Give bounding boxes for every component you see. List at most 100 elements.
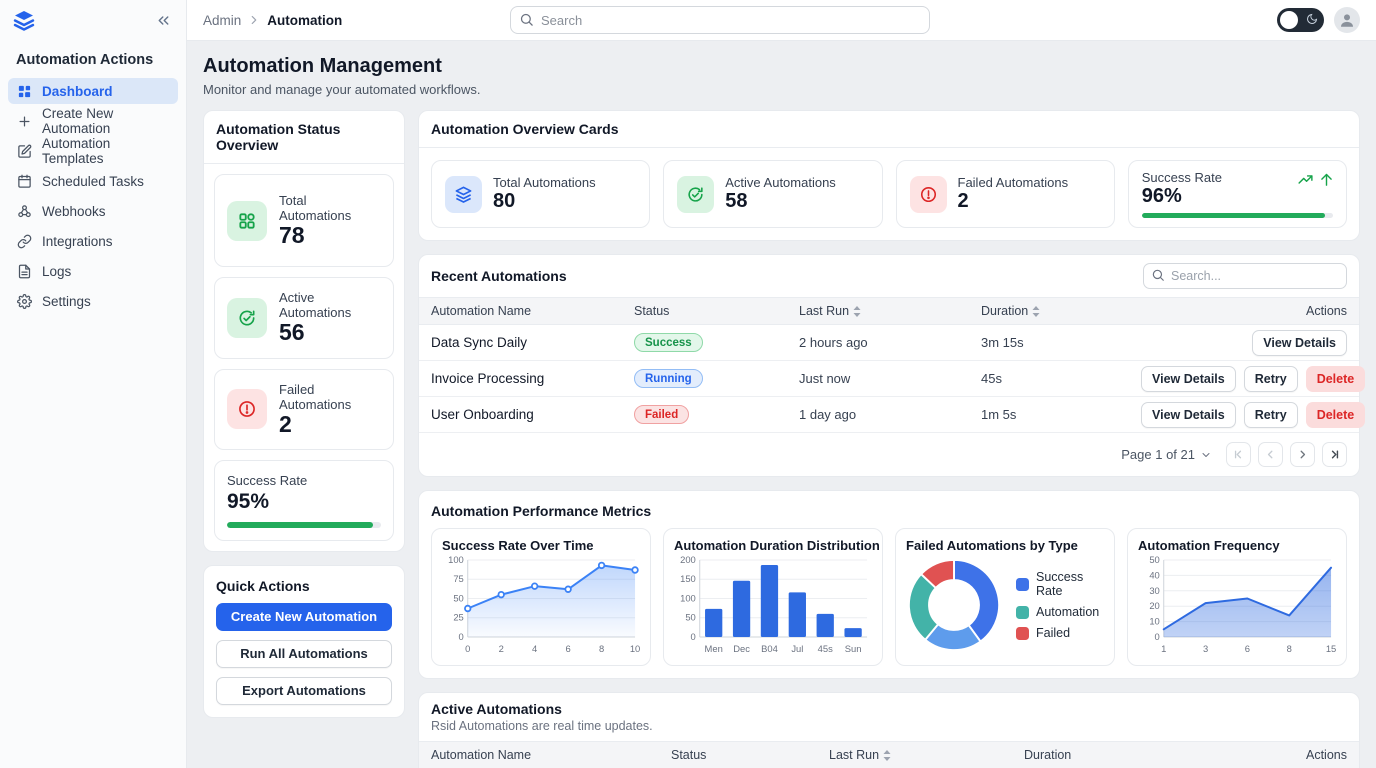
delete-button[interactable]: Delete xyxy=(1305,401,1366,428)
chevron-down-icon xyxy=(1200,449,1212,461)
performance-metrics-panel: Automation Performance Metrics Success R… xyxy=(418,490,1360,679)
svg-text:10: 10 xyxy=(630,644,640,655)
sidebar-item-scheduled-tasks[interactable]: Scheduled Tasks xyxy=(8,168,178,194)
sort-icon[interactable] xyxy=(1032,305,1040,317)
create-new-automation-button[interactable]: Create New Automation xyxy=(216,602,392,631)
refresh-check-icon xyxy=(677,175,715,213)
svg-text:10: 10 xyxy=(1149,617,1159,628)
view-details-button[interactable]: View Details xyxy=(1141,365,1236,392)
area-chart: 0 10 20 30 40 50 1 3 6 8 15 xyxy=(1138,555,1336,659)
page-label: Page 1 of 21 xyxy=(1121,447,1195,462)
dashboard-icon xyxy=(17,84,32,99)
duration: 3m 15s xyxy=(981,335,1024,350)
svg-text:4: 4 xyxy=(532,644,537,655)
app-logo-layers-icon xyxy=(12,8,36,32)
total-automations-card: Total Automations 78 xyxy=(214,174,394,268)
svg-text:Jul: Jul xyxy=(791,644,803,655)
svg-text:0: 0 xyxy=(465,644,470,655)
prev-page-button[interactable] xyxy=(1258,442,1283,467)
plus-icon xyxy=(17,114,32,129)
active-automations-card: Active Automations 56 xyxy=(214,277,394,359)
search-input[interactable] xyxy=(510,6,930,34)
retry-button[interactable]: Retry xyxy=(1243,365,1298,392)
card-value: 80 xyxy=(493,190,516,212)
page-selector[interactable]: Page 1 of 21 xyxy=(1121,447,1212,462)
table-search-input[interactable] xyxy=(1143,263,1347,289)
sort-icon[interactable] xyxy=(883,749,891,761)
legend-label: Success Rate xyxy=(1036,570,1084,598)
svg-text:8: 8 xyxy=(1287,644,1292,655)
svg-text:30: 30 xyxy=(1149,586,1159,597)
card-value: 96% xyxy=(1141,185,1182,207)
status-badge: Failed xyxy=(634,405,690,424)
card-label: Total Automations xyxy=(279,193,352,223)
chart-title: Success Rate Over Time xyxy=(442,538,594,553)
main-area: Admin Automation Automation Management xyxy=(187,0,1376,768)
bar-chart: 0 50 100 150 200 Men Dec B04 Jul 45s Sun xyxy=(674,555,872,659)
page-content: Automation Management Monitor and manage… xyxy=(187,41,1376,768)
duration-distribution-chart: Automation Duration Distribution 0 50 100 1… xyxy=(663,528,883,666)
sidebar-item-label: Settings xyxy=(42,293,91,309)
svg-text:50: 50 xyxy=(1149,555,1159,566)
sidebar-item-label: Integrations xyxy=(42,233,113,249)
progress-fill xyxy=(1141,213,1326,218)
total-automations-card: Total Automations 80 xyxy=(431,160,651,228)
automation-frequency-chart: Automation Frequency 0 10 20 30 40 50 1 3 6 8 15 xyxy=(1127,528,1347,666)
recent-automations-title: Recent Automations xyxy=(431,268,567,284)
sidebar-item-integrations[interactable]: Integrations xyxy=(8,228,178,254)
chart-title: Failed Automations by Type xyxy=(906,538,1078,553)
delete-button[interactable]: Delete xyxy=(1305,365,1366,392)
sidebar-item-automation-templates[interactable]: Automation Templates xyxy=(8,136,178,166)
col-automation-name: Automation Name xyxy=(431,304,532,318)
svg-text:15: 15 xyxy=(1326,644,1336,655)
card-label: Failed Automations xyxy=(957,175,1069,190)
sidebar-item-label: Automation Templates xyxy=(42,136,111,166)
user-avatar[interactable] xyxy=(1334,7,1360,33)
sidebar-item-settings[interactable]: Settings xyxy=(8,288,178,314)
donut-chart xyxy=(906,557,1002,653)
global-search xyxy=(510,6,930,34)
status-badge: Success xyxy=(634,333,703,352)
last-run: 2 hours ago xyxy=(799,335,868,350)
calendar-icon xyxy=(17,174,32,189)
sidebar-menu: Dashboard Create New Automation Automati… xyxy=(0,78,186,314)
svg-text:Dec: Dec xyxy=(733,644,750,655)
success-rate-card: Success Rate 95% xyxy=(214,459,394,541)
view-details-button[interactable]: View Details xyxy=(1252,329,1347,356)
progress-track xyxy=(1141,213,1333,218)
theme-toggle[interactable] xyxy=(1277,8,1324,32)
sidebar-item-create-new-automation[interactable]: Create New Automation xyxy=(8,106,178,136)
svg-text:0: 0 xyxy=(691,632,696,643)
card-value: 2 xyxy=(957,190,969,212)
overview-cards-title: Automation Overview Cards xyxy=(419,111,1359,148)
svg-text:6: 6 xyxy=(566,644,571,655)
alert-circle-icon xyxy=(227,389,267,430)
sidebar-item-dashboard[interactable]: Dashboard xyxy=(8,78,178,104)
svg-text:50: 50 xyxy=(685,613,695,624)
export-automations-button[interactable]: Export Automations xyxy=(216,676,392,705)
run-all-automations-button[interactable]: Run All Automations xyxy=(216,639,392,668)
sort-icon[interactable] xyxy=(853,305,861,317)
layers-icon xyxy=(445,175,482,213)
next-page-button[interactable] xyxy=(1290,442,1315,467)
sidebar-item-webhooks[interactable]: Webhooks xyxy=(8,198,178,224)
last-page-button[interactable] xyxy=(1322,442,1347,467)
page-subtitle: Monitor and manage your automated workfl… xyxy=(203,82,481,97)
last-run: 1 day ago xyxy=(799,407,857,422)
table-row: Invoice Processing Running Just now 45s … xyxy=(419,361,1366,397)
failed-automations-card: Failed Automations 2 xyxy=(214,368,394,450)
sidebar-collapse-icon[interactable] xyxy=(155,12,172,29)
first-page-button[interactable] xyxy=(1226,442,1251,467)
svg-text:3: 3 xyxy=(1203,644,1208,655)
view-details-button[interactable]: View Details xyxy=(1141,401,1236,428)
sidebar-item-label: Logs xyxy=(42,263,72,279)
breadcrumb-parent[interactable]: Admin xyxy=(203,12,242,28)
active-automations-title: Active Automations xyxy=(431,701,562,717)
sidebar-item-logs[interactable]: Logs xyxy=(8,258,178,284)
svg-text:45s: 45s xyxy=(818,644,833,655)
retry-button[interactable]: Retry xyxy=(1243,401,1298,428)
card-value: 56 xyxy=(279,319,305,346)
svg-text:100: 100 xyxy=(680,593,696,604)
svg-text:20: 20 xyxy=(1149,601,1159,612)
last-run: Just now xyxy=(799,371,851,386)
